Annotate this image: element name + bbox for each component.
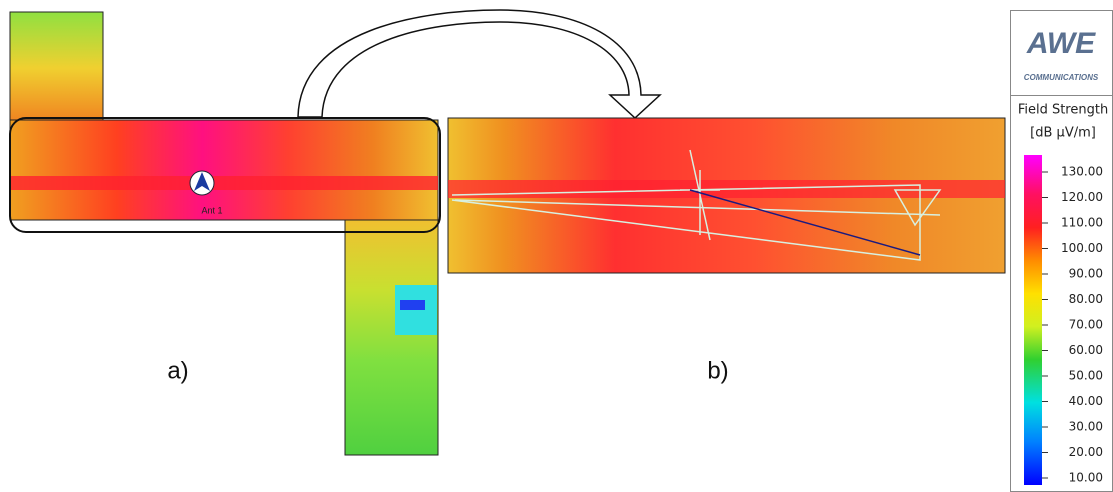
tick-label: 110.00 (1061, 216, 1103, 230)
panel-label: b) (707, 357, 728, 384)
tick-label: 10.00 (1069, 471, 1103, 485)
heatmap-spot (400, 300, 425, 310)
heatmap-hall (10, 176, 438, 190)
legend-unit: [dB µV/m] (1030, 126, 1096, 141)
tick-label: 120.00 (1061, 190, 1103, 204)
heatmap-wing (10, 12, 103, 124)
tick-label: 80.00 (1069, 292, 1103, 306)
panel-label: a) (167, 357, 188, 384)
tick-label: 50.00 (1069, 369, 1103, 383)
tick-label: 20.00 (1069, 445, 1103, 459)
tick-label: 30.00 (1069, 420, 1103, 434)
logo: AWE (1026, 27, 1096, 60)
tick-label: 90.00 (1069, 267, 1103, 281)
legend-title: Field Strength (1018, 103, 1108, 118)
tick-label: 100.00 (1061, 241, 1103, 255)
heatmap-wing (345, 220, 438, 455)
figure: Ant 1 a) b) AWE COMMUNICATIONS Field Str… (0, 0, 1113, 492)
arrow (298, 10, 660, 118)
color-bar (1024, 155, 1042, 485)
logo-sub: COMMUNICATIONS (1024, 73, 1099, 82)
tick-label: 60.00 (1069, 343, 1103, 357)
antenna-label: Ant 1 (201, 205, 222, 215)
tick-label: 70.00 (1069, 318, 1103, 332)
heatmap-corridor (10, 120, 438, 220)
tick-label: 40.00 (1069, 394, 1103, 408)
tick-label: 130.00 (1061, 165, 1103, 179)
